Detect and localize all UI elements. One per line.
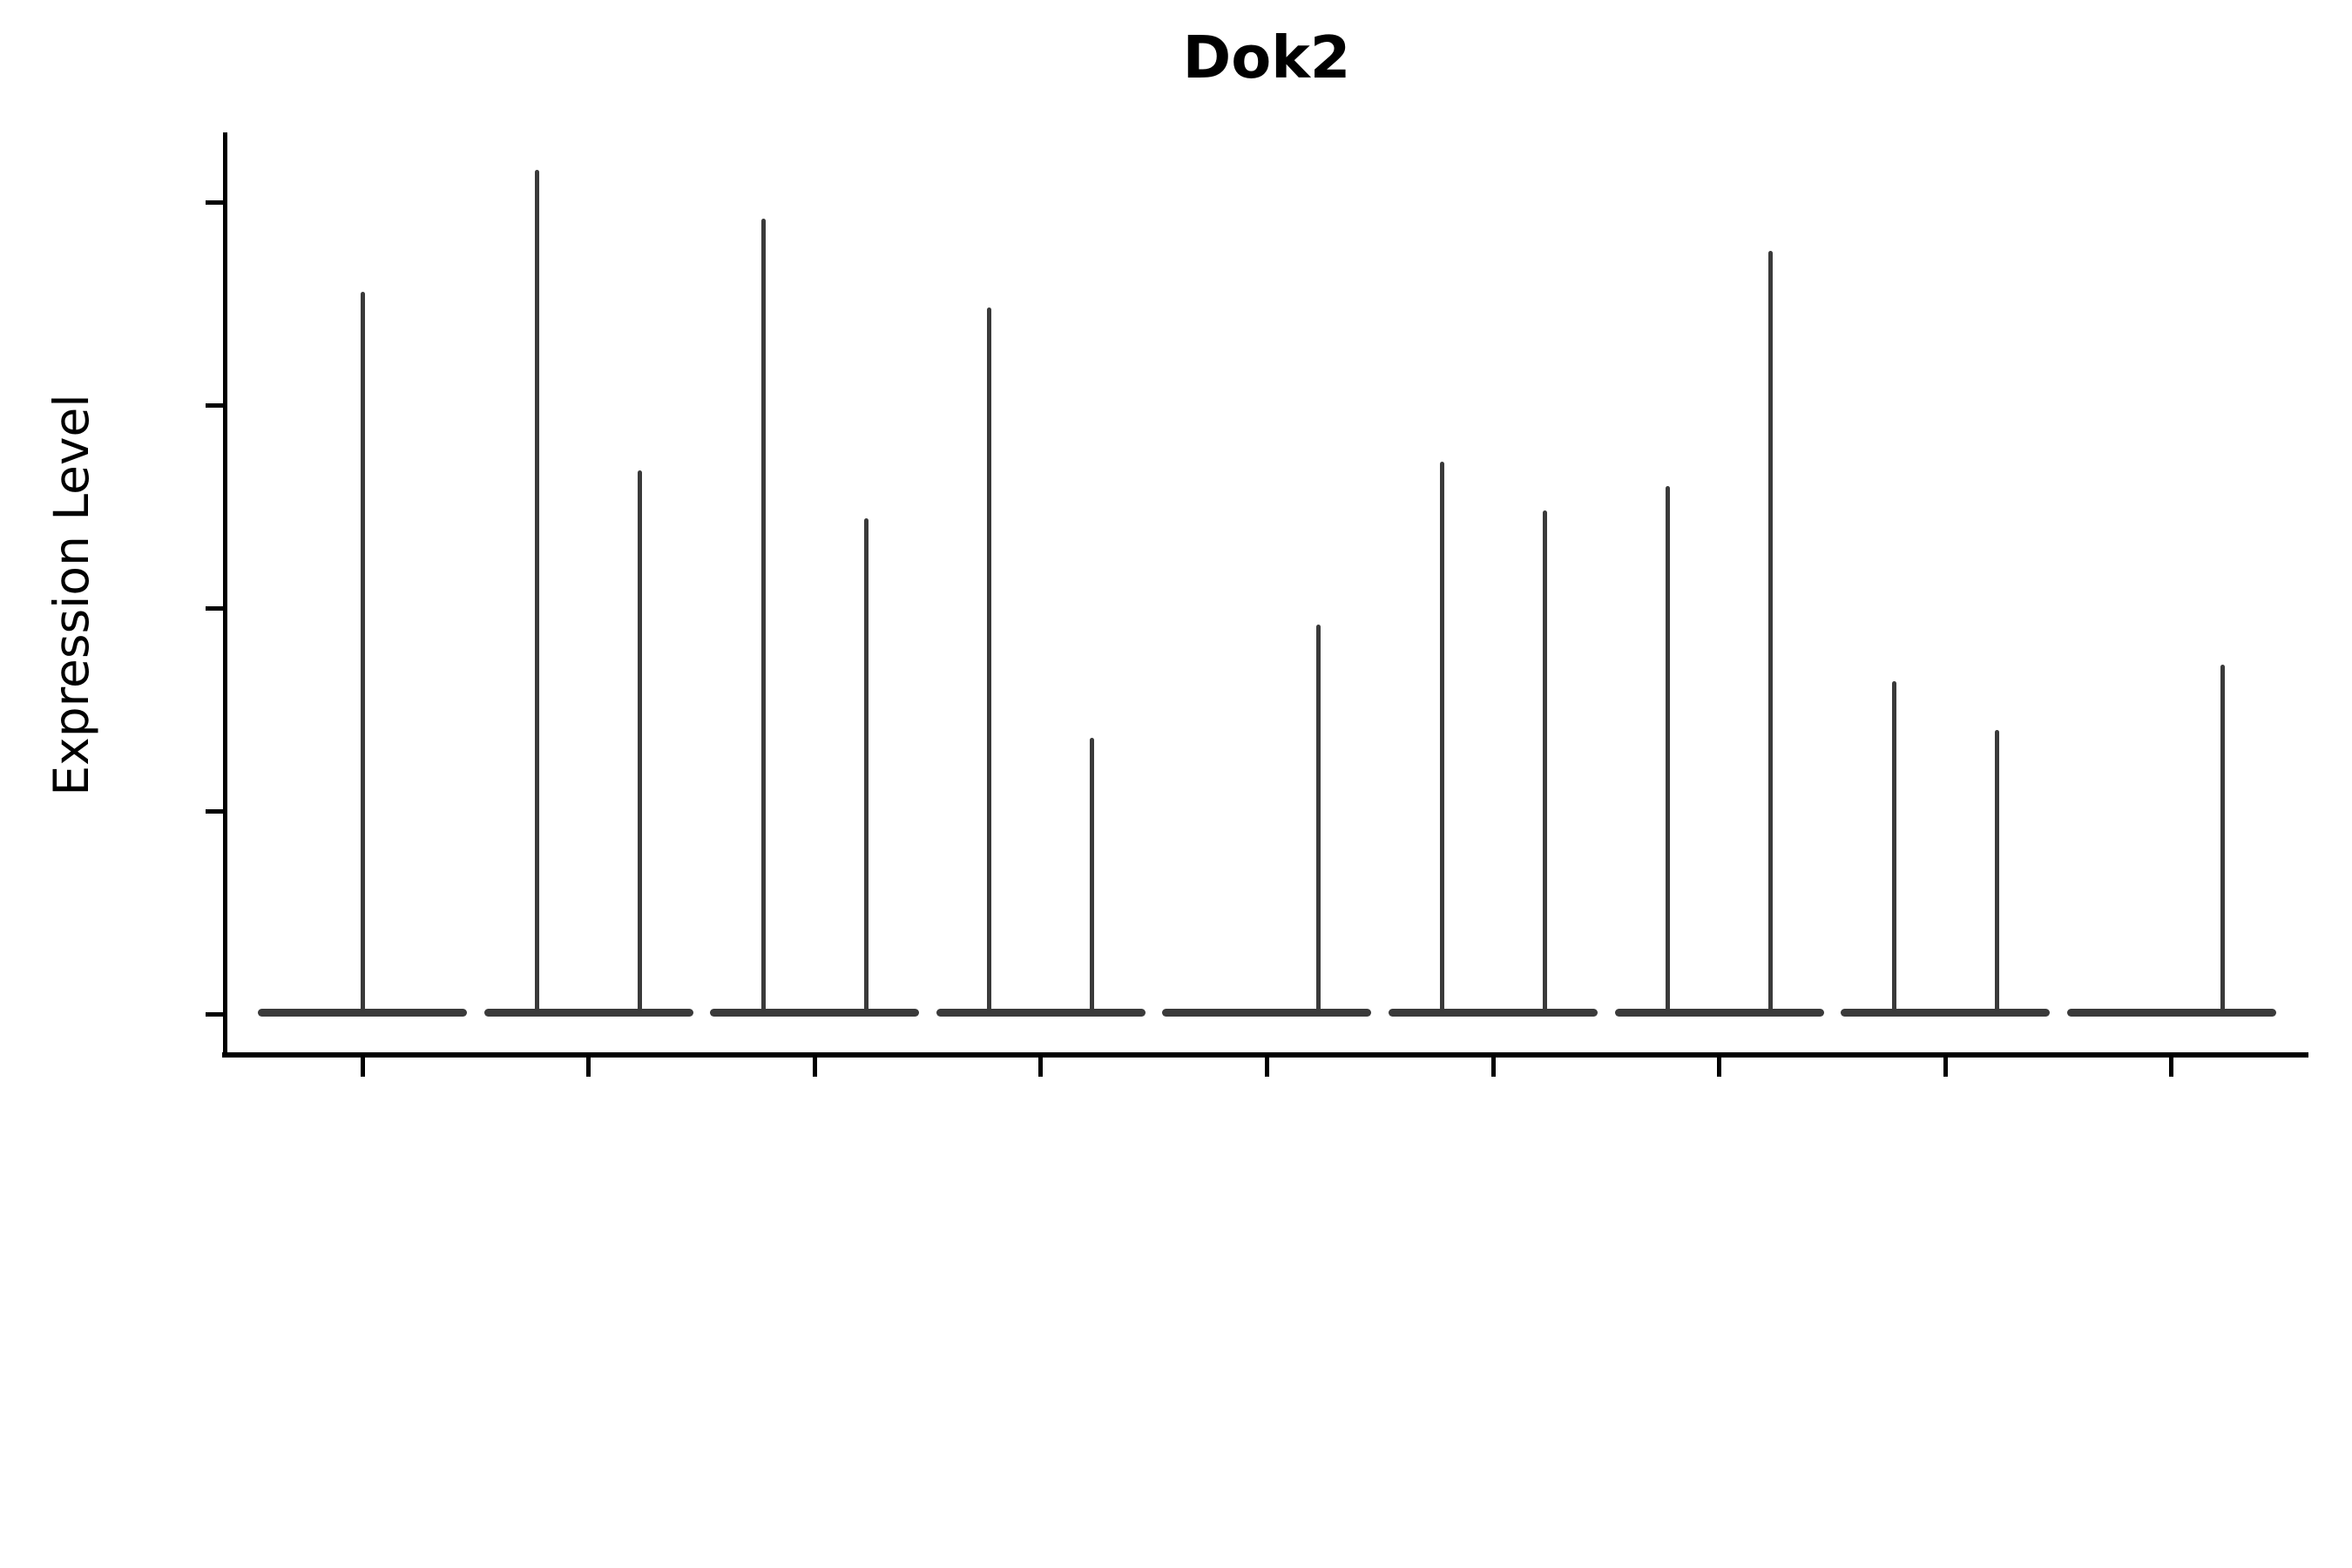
y-axis-spine: [223, 132, 227, 1058]
violin-base: [1841, 1009, 2051, 1017]
violin-spike: [1666, 486, 1671, 1015]
violin-base: [2066, 1009, 2276, 1017]
violin-spike: [638, 470, 643, 1015]
y-tick-mark: [206, 199, 225, 205]
y-tick-mark: [206, 808, 225, 814]
violin-spike: [1768, 250, 1774, 1015]
x-tick-mark: [1038, 1056, 1044, 1077]
violin-base: [1389, 1009, 1598, 1017]
y-tick-mark: [206, 1011, 225, 1017]
violin-base: [1162, 1009, 1372, 1017]
violin-spike: [2220, 665, 2226, 1015]
x-tick-mark: [1490, 1056, 1496, 1077]
violin-spike: [535, 169, 540, 1015]
x-axis-spine: [222, 1052, 2308, 1058]
violin-base: [483, 1009, 693, 1017]
violin-spike: [1891, 680, 1896, 1015]
violin-spike: [1994, 729, 1999, 1015]
chart-title: Dok2: [1182, 24, 1351, 91]
violin-spike: [863, 518, 868, 1015]
x-tick-mark: [586, 1056, 591, 1077]
violin-spike: [1542, 510, 1547, 1015]
violin-spike: [987, 308, 992, 1015]
y-tick-mark: [206, 605, 225, 611]
x-tick-mark: [1943, 1056, 1948, 1077]
violin-spike: [760, 218, 766, 1015]
violin-spike: [360, 291, 365, 1015]
violin-base: [1614, 1009, 1824, 1017]
x-tick-mark: [2169, 1056, 2174, 1077]
x-tick-mark: [812, 1056, 817, 1077]
violin-base: [936, 1009, 1146, 1017]
x-tick-mark: [1717, 1056, 1722, 1077]
x-tick-mark: [360, 1056, 365, 1077]
violin-spike: [1315, 624, 1321, 1015]
y-tick-mark: [206, 402, 225, 408]
violin-spike: [1090, 738, 1095, 1015]
violin-spike: [1439, 462, 1444, 1015]
x-tick-mark: [1264, 1056, 1269, 1077]
violin-base: [710, 1009, 920, 1017]
y-axis-label: Expression Level: [44, 394, 99, 796]
